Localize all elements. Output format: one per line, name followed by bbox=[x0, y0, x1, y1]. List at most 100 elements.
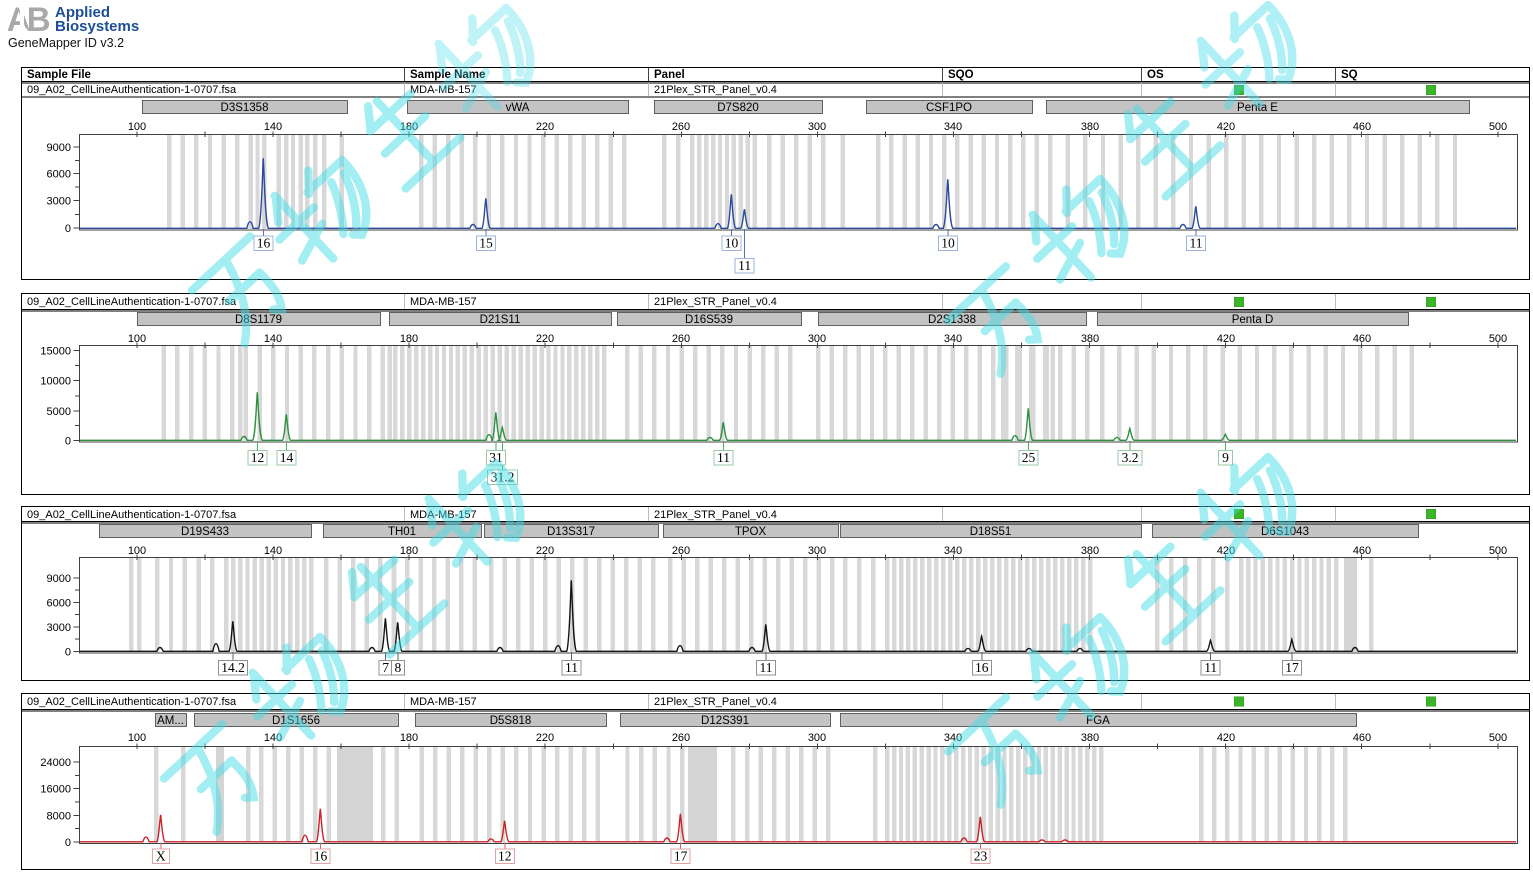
svg-text:17: 17 bbox=[674, 849, 688, 864]
svg-text:24000: 24000 bbox=[40, 757, 71, 769]
svg-text:D19S433: D19S433 bbox=[181, 526, 229, 538]
svg-text:OS: OS bbox=[1147, 69, 1164, 81]
svg-text:380: 380 bbox=[1081, 121, 1099, 133]
svg-text:16: 16 bbox=[314, 849, 328, 864]
svg-text:3.2: 3.2 bbox=[1122, 450, 1139, 465]
svg-text:D21S11: D21S11 bbox=[480, 314, 521, 326]
svg-text:TPOX: TPOX bbox=[735, 526, 767, 538]
svg-text:Biosystems: Biosystems bbox=[55, 18, 139, 35]
svg-text:D16S539: D16S539 bbox=[685, 314, 733, 326]
svg-text:180: 180 bbox=[400, 732, 418, 744]
svg-text:14.2: 14.2 bbox=[221, 660, 245, 675]
svg-text:D6S1043: D6S1043 bbox=[1261, 526, 1309, 538]
svg-text:MDA-MB-157: MDA-MB-157 bbox=[410, 296, 477, 308]
svg-text:180: 180 bbox=[400, 121, 418, 133]
svg-text:340: 340 bbox=[944, 121, 962, 133]
svg-text:16000: 16000 bbox=[40, 784, 71, 796]
svg-text:420: 420 bbox=[1217, 121, 1235, 133]
svg-text:260: 260 bbox=[672, 732, 690, 744]
svg-text:11: 11 bbox=[760, 660, 773, 675]
svg-text:9000: 9000 bbox=[47, 573, 71, 585]
svg-text:7: 7 bbox=[382, 660, 389, 675]
svg-text:D3S1358: D3S1358 bbox=[221, 102, 269, 114]
svg-text:0: 0 bbox=[65, 647, 71, 659]
svg-text:14: 14 bbox=[280, 450, 294, 465]
svg-text:380: 380 bbox=[1081, 545, 1099, 557]
svg-text:180: 180 bbox=[400, 545, 418, 557]
svg-text:9000: 9000 bbox=[47, 142, 71, 154]
svg-text:15000: 15000 bbox=[40, 346, 71, 358]
svg-text:100: 100 bbox=[128, 732, 146, 744]
svg-text:500: 500 bbox=[1489, 121, 1507, 133]
svg-text:11: 11 bbox=[738, 258, 751, 273]
svg-text:25: 25 bbox=[1022, 450, 1036, 465]
svg-text:0: 0 bbox=[65, 837, 71, 849]
svg-text:8000: 8000 bbox=[47, 810, 71, 822]
svg-text:100: 100 bbox=[128, 545, 146, 557]
svg-text:11: 11 bbox=[1190, 236, 1203, 251]
svg-text:500: 500 bbox=[1489, 545, 1507, 557]
svg-text:180: 180 bbox=[400, 333, 418, 345]
svg-text:300: 300 bbox=[808, 732, 826, 744]
svg-text:D7S820: D7S820 bbox=[717, 102, 759, 114]
svg-text:140: 140 bbox=[264, 545, 282, 557]
svg-text:0: 0 bbox=[65, 436, 71, 448]
svg-text:TH01: TH01 bbox=[388, 526, 416, 538]
svg-text:220: 220 bbox=[536, 545, 554, 557]
svg-text:X: X bbox=[156, 849, 166, 864]
svg-text:8: 8 bbox=[395, 660, 402, 675]
svg-text:23: 23 bbox=[974, 849, 988, 864]
svg-text:D1S1656: D1S1656 bbox=[272, 715, 320, 727]
svg-text:CSF1PO: CSF1PO bbox=[926, 102, 972, 114]
svg-text:17: 17 bbox=[1285, 660, 1299, 675]
svg-text:15: 15 bbox=[479, 236, 493, 251]
svg-text:12: 12 bbox=[498, 849, 512, 864]
svg-text:260: 260 bbox=[672, 545, 690, 557]
svg-text:Penta E: Penta E bbox=[1237, 102, 1278, 114]
svg-text:D12S391: D12S391 bbox=[701, 715, 749, 727]
svg-text:220: 220 bbox=[536, 732, 554, 744]
svg-text:220: 220 bbox=[536, 121, 554, 133]
svg-text:Applied: Applied bbox=[55, 4, 110, 21]
svg-text:500: 500 bbox=[1489, 732, 1507, 744]
svg-text:460: 460 bbox=[1353, 545, 1371, 557]
svg-text:3000: 3000 bbox=[47, 196, 71, 208]
svg-text:GeneMapper ID v3.2: GeneMapper ID v3.2 bbox=[8, 36, 124, 50]
svg-text:Penta D: Penta D bbox=[1232, 314, 1274, 326]
svg-text:11: 11 bbox=[1204, 660, 1217, 675]
svg-text:300: 300 bbox=[808, 121, 826, 133]
svg-text:AM...: AM... bbox=[157, 715, 184, 727]
svg-text:0: 0 bbox=[65, 223, 71, 235]
svg-text:Sample Name: Sample Name bbox=[410, 69, 485, 81]
svg-text:vWA: vWA bbox=[506, 102, 530, 114]
svg-text:16: 16 bbox=[257, 236, 271, 251]
svg-text:10: 10 bbox=[725, 236, 739, 251]
svg-text:420: 420 bbox=[1217, 545, 1235, 557]
svg-text:420: 420 bbox=[1217, 732, 1235, 744]
svg-text:D2S1338: D2S1338 bbox=[928, 314, 976, 326]
svg-text:6000: 6000 bbox=[47, 169, 71, 181]
svg-text:11: 11 bbox=[717, 450, 730, 465]
svg-text:9: 9 bbox=[1222, 450, 1229, 465]
svg-text:260: 260 bbox=[672, 333, 690, 345]
svg-text:140: 140 bbox=[264, 333, 282, 345]
svg-text:500: 500 bbox=[1489, 333, 1507, 345]
svg-text:140: 140 bbox=[264, 732, 282, 744]
svg-text:5000: 5000 bbox=[47, 406, 71, 418]
svg-text:340: 340 bbox=[944, 333, 962, 345]
svg-text:31.2: 31.2 bbox=[491, 470, 515, 485]
svg-text:6000: 6000 bbox=[47, 598, 71, 610]
svg-text:100: 100 bbox=[128, 121, 146, 133]
svg-text:31: 31 bbox=[489, 450, 503, 465]
svg-text:12: 12 bbox=[251, 450, 265, 465]
svg-text:MDA-MB-157: MDA-MB-157 bbox=[410, 696, 477, 708]
svg-text:460: 460 bbox=[1353, 732, 1371, 744]
svg-text:D8S1179: D8S1179 bbox=[235, 314, 282, 326]
svg-text:21Plex_STR_Panel_v0.4: 21Plex_STR_Panel_v0.4 bbox=[654, 84, 777, 96]
svg-text:AB: AB bbox=[7, 2, 50, 40]
svg-text:420: 420 bbox=[1217, 333, 1235, 345]
svg-text:MDA-MB-157: MDA-MB-157 bbox=[410, 84, 477, 96]
svg-text:09_A02_CellLineAuthentication-: 09_A02_CellLineAuthentication-1-0707.fsa bbox=[27, 696, 237, 708]
svg-text:3000: 3000 bbox=[47, 622, 71, 634]
svg-text:340: 340 bbox=[944, 545, 962, 557]
